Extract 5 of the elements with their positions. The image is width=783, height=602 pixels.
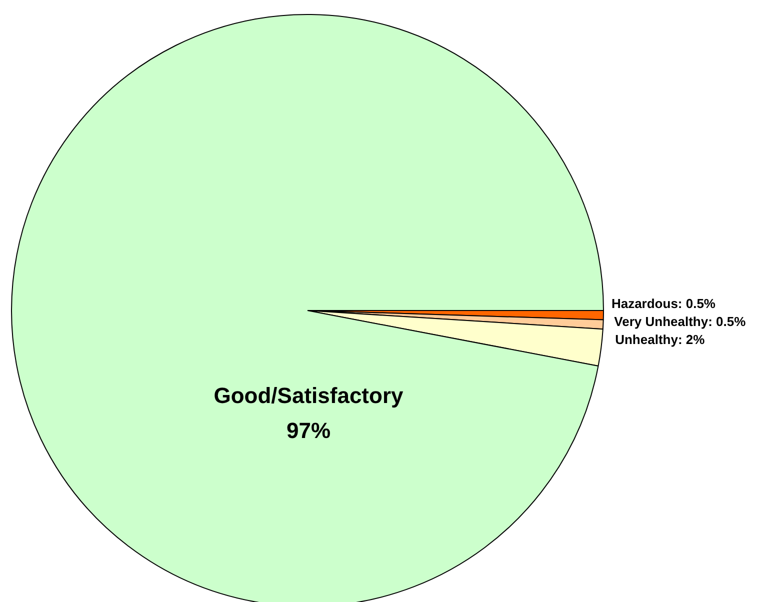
data-label: 97% bbox=[286, 418, 331, 443]
slice-label: Unhealthy: 2% bbox=[615, 332, 706, 347]
slice-label: Very Unhealthy: 0.5% bbox=[614, 314, 746, 329]
slice-label: Good/Satisfactory bbox=[214, 383, 404, 408]
slice-label: Hazardous: 0.5% bbox=[611, 296, 716, 311]
